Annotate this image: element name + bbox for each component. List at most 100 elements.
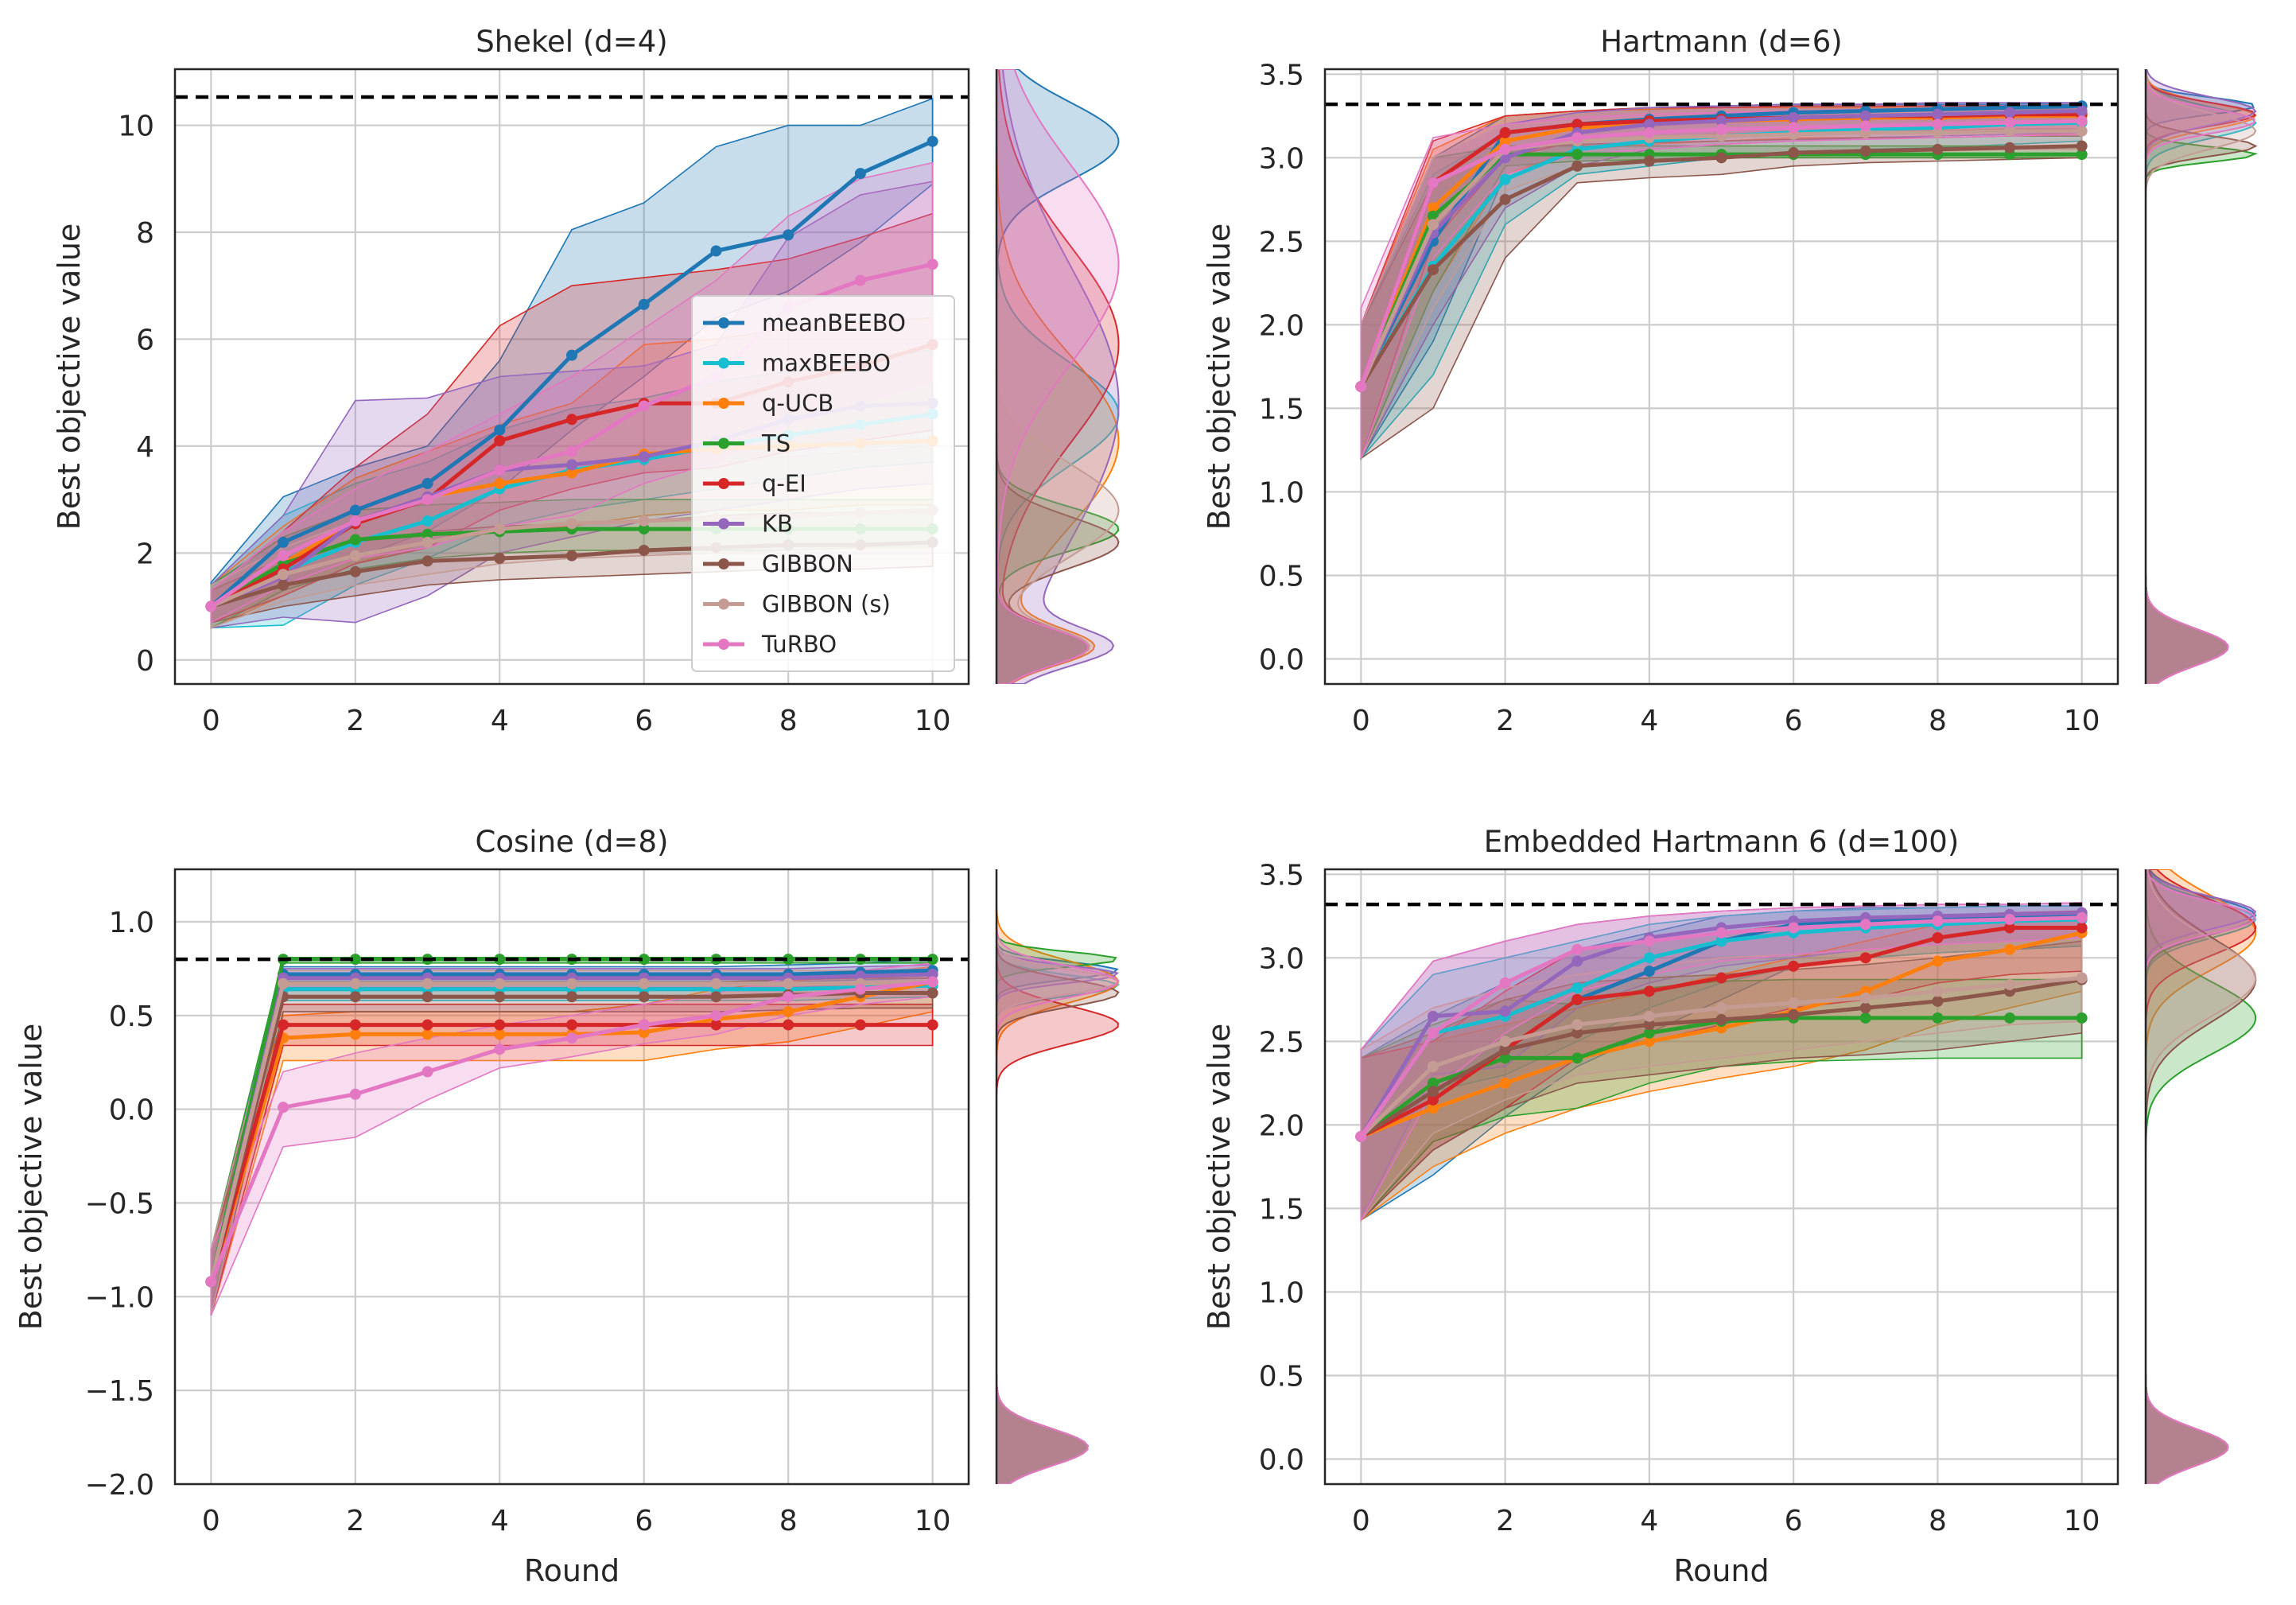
x-tick-label: 6 <box>635 705 653 737</box>
x-tick-label: 4 <box>1640 1505 1658 1537</box>
data-point <box>1499 143 1511 155</box>
plot-area <box>1325 902 2118 1223</box>
legend-marker <box>718 518 729 530</box>
data-point <box>494 977 506 989</box>
data-point <box>349 1028 361 1040</box>
data-point <box>422 1028 433 1040</box>
data-point <box>1932 932 1944 944</box>
data-point <box>422 977 433 989</box>
x-tick-label: 10 <box>915 705 951 737</box>
data-point <box>1499 1052 1511 1064</box>
data-point <box>278 977 289 989</box>
data-point <box>1788 122 1800 134</box>
data-point <box>1499 193 1511 205</box>
x-tick-label: 2 <box>346 705 364 737</box>
legend-label: meanBEEBO <box>762 309 906 336</box>
data-point <box>1788 147 1800 159</box>
data-point <box>1499 1005 1511 1017</box>
data-point <box>494 435 506 447</box>
y-tick-label: −1.0 <box>85 1281 154 1314</box>
y-tick-label: 3.5 <box>1259 59 1304 91</box>
data-point <box>1499 135 1511 147</box>
data-point <box>927 954 938 966</box>
legend-item: maxBEEBO <box>703 350 891 377</box>
data-point <box>1571 149 1583 161</box>
data-point <box>1499 173 1511 185</box>
data-point <box>1355 381 1367 393</box>
y-tick-label: 0.5 <box>1259 560 1304 593</box>
y-tick-label: 4 <box>136 431 154 464</box>
data-point <box>566 991 577 1003</box>
panel-4: 0 2 4 6 8 10 0.0 0.5 1.0 1.5 2.0 2.5 3.0 3.5 Embedded … <box>1202 825 2257 1588</box>
data-point <box>1571 943 1583 955</box>
data-point <box>710 1019 722 1031</box>
data-point <box>278 1102 289 1113</box>
data-point <box>1499 1036 1511 1047</box>
x-tick-label: 8 <box>779 705 798 737</box>
data-point <box>2004 142 2016 154</box>
data-point <box>783 1006 794 1018</box>
legend-label: q-EI <box>762 470 806 497</box>
x-tick-label: 0 <box>1352 705 1370 737</box>
data-point <box>783 954 794 966</box>
data-point <box>1427 1027 1439 1039</box>
plot-area <box>1325 100 2118 461</box>
data-point <box>422 477 433 489</box>
data-point <box>1715 927 1727 939</box>
data-point <box>566 349 577 361</box>
data-point <box>494 1019 506 1031</box>
data-point <box>1643 952 1655 964</box>
data-point <box>1427 1060 1439 1072</box>
x-tick-label: 10 <box>2064 1505 2100 1537</box>
data-point <box>1571 160 1583 172</box>
x-tick-label: 8 <box>1929 1505 1947 1537</box>
data-point <box>2076 1012 2088 1024</box>
density-7 <box>2146 869 2257 1484</box>
legend-item: q-EI <box>703 470 806 497</box>
x-tick-label: 8 <box>779 1505 798 1537</box>
plot-area <box>175 954 969 1316</box>
data-point <box>1859 1002 1871 1014</box>
data-point <box>494 553 506 565</box>
data-point <box>566 1032 577 1044</box>
data-point <box>566 550 577 562</box>
data-point <box>638 298 650 310</box>
data-point <box>710 991 722 1003</box>
y-tick-label: 3.5 <box>1259 859 1304 892</box>
data-point <box>349 954 361 966</box>
data-point <box>1427 1086 1439 1098</box>
data-point <box>1859 952 1871 964</box>
data-point <box>1788 997 1800 1009</box>
chart-title: Shekel (d=4) <box>476 25 668 59</box>
y-tick-label: 1.0 <box>1259 476 1304 509</box>
data-point <box>1788 111 1800 123</box>
y-tick-label: 1.0 <box>1259 1277 1304 1309</box>
axes-frame <box>173 868 970 1486</box>
data-point <box>422 555 433 567</box>
data-point <box>927 258 938 270</box>
axes-frame <box>1323 68 2119 686</box>
axes-frame <box>173 68 970 686</box>
data-point <box>1715 972 1727 984</box>
y-tick-label: 1.5 <box>1259 1193 1304 1226</box>
legend-marker <box>718 357 729 369</box>
data-point <box>710 977 722 989</box>
y-tick-label: 8 <box>136 217 154 250</box>
data-point <box>1859 110 1871 122</box>
y-tick-label: 2.0 <box>1259 1110 1304 1142</box>
x-axis-label: Round <box>524 1553 620 1588</box>
chart-title: Hartmann (d=6) <box>1600 25 1843 59</box>
data-point <box>1571 1019 1583 1031</box>
data-point <box>1499 977 1511 989</box>
data-point <box>1859 1012 1871 1024</box>
legend-marker <box>718 398 729 409</box>
data-point <box>566 459 577 471</box>
marginal-density-panel <box>2144 869 2257 1484</box>
data-point <box>494 991 506 1003</box>
data-point <box>783 991 794 1003</box>
data-point <box>638 991 650 1003</box>
data-point <box>1427 219 1439 231</box>
legend-label: TuRBO <box>761 631 837 658</box>
data-point <box>1571 993 1583 1005</box>
